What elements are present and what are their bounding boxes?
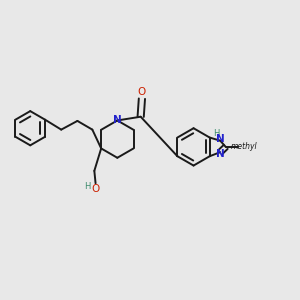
Text: N: N [113, 116, 122, 125]
Text: N: N [216, 134, 225, 144]
Text: N: N [216, 149, 225, 159]
Text: O: O [92, 184, 100, 194]
Text: H: H [84, 182, 90, 191]
Text: H: H [213, 129, 220, 138]
Text: O: O [138, 88, 146, 98]
Text: methyl: methyl [230, 142, 257, 152]
